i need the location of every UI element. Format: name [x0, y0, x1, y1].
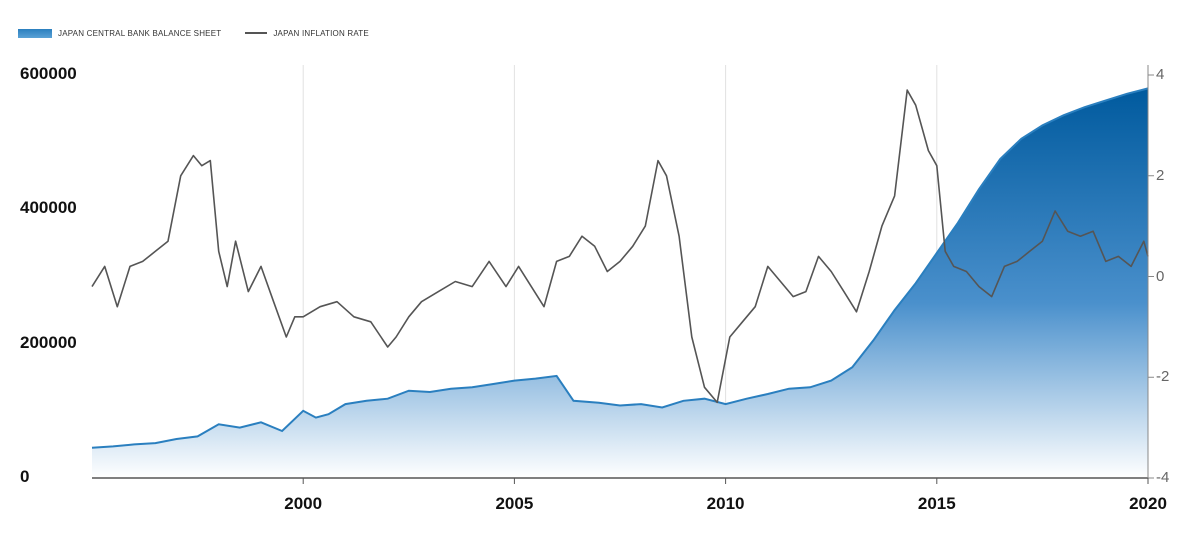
y-right-tick-label: 4: [1156, 66, 1165, 83]
x-tick-label: 2010: [706, 494, 745, 513]
balance-sheet-area: [92, 88, 1148, 479]
legend-swatch-inflation: [245, 32, 268, 34]
y-right-tick-label: 2: [1156, 166, 1165, 184]
y-right-tick-label: -2: [1156, 368, 1170, 386]
y-left-tick-label: 200000: [20, 332, 77, 352]
balance-sheet-outline: [91, 87, 1149, 449]
y-right-tick-label: 0: [1156, 267, 1165, 285]
axes: [92, 65, 1154, 484]
inflation-line-series: [91, 89, 1149, 404]
legend-label-inflation: JAPAN INFLATION RATE: [273, 28, 369, 38]
y-right-tick-label: -4: [1156, 469, 1170, 486]
y-left-tick-label: 400000: [20, 198, 77, 218]
y-left-tick-label: 0: [20, 467, 30, 486]
legend-swatch-balance-sheet: [18, 28, 52, 38]
x-tick-label: 2020: [1129, 494, 1167, 513]
legend-label-balance-sheet: JAPAN CENTRAL BANK BALANCE SHEET: [58, 28, 222, 38]
y-left-tick-label: 600000: [20, 64, 77, 83]
legend: JAPAN CENTRAL BANK BALANCE SHEET JAPAN I…: [18, 26, 369, 40]
balance-sheet-area-series: [91, 87, 1149, 479]
x-tick-label: 2005: [495, 494, 534, 513]
x-tick-label: 2015: [917, 494, 956, 513]
inflation-line: [91, 89, 1149, 404]
x-tick-label: 2000: [284, 494, 323, 513]
